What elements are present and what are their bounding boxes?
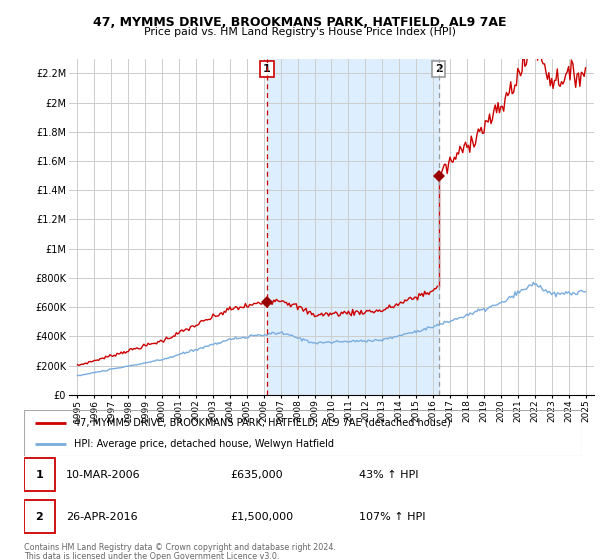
Text: £1,500,000: £1,500,000 [230,512,293,521]
Text: 2: 2 [434,64,442,74]
Text: 10-MAR-2006: 10-MAR-2006 [66,470,140,479]
Text: Price paid vs. HM Land Registry's House Price Index (HPI): Price paid vs. HM Land Registry's House … [144,27,456,37]
Text: 47, MYMMS DRIVE, BROOKMANS PARK, HATFIELD, AL9 7AE (detached house): 47, MYMMS DRIVE, BROOKMANS PARK, HATFIEL… [74,418,451,428]
Text: £635,000: £635,000 [230,470,283,479]
Text: HPI: Average price, detached house, Welwyn Hatfield: HPI: Average price, detached house, Welw… [74,439,334,449]
Text: 107% ↑ HPI: 107% ↑ HPI [359,512,425,521]
Bar [24,458,55,492]
Text: This data is licensed under the Open Government Licence v3.0.: This data is licensed under the Open Gov… [24,552,280,560]
Bar [267,59,439,395]
Text: 2: 2 [35,512,43,521]
Text: 43% ↑ HPI: 43% ↑ HPI [359,470,418,479]
Bar [24,500,55,533]
Text: 1: 1 [35,470,43,479]
Text: 26-APR-2016: 26-APR-2016 [66,512,137,521]
Text: Contains HM Land Registry data © Crown copyright and database right 2024.: Contains HM Land Registry data © Crown c… [24,543,336,552]
Text: 47, MYMMS DRIVE, BROOKMANS PARK, HATFIELD, AL9 7AE: 47, MYMMS DRIVE, BROOKMANS PARK, HATFIEL… [93,16,507,29]
Text: 1: 1 [263,64,271,74]
